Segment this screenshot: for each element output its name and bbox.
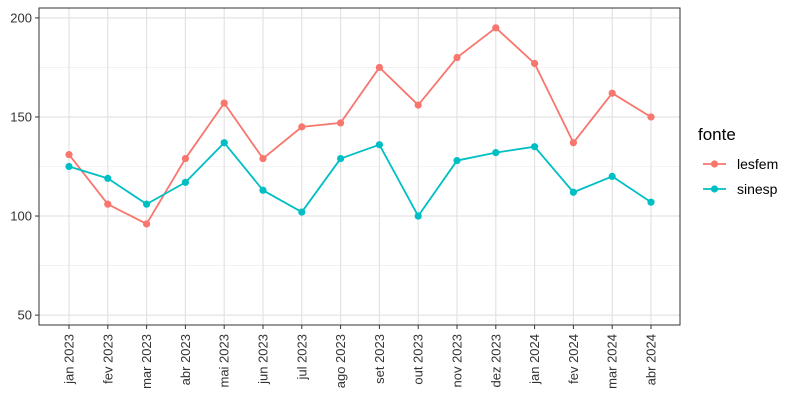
data-point-lesfem (298, 123, 306, 131)
x-tick-label: mar 2024 (605, 334, 620, 389)
x-tick-label: jul 2023 (294, 334, 309, 381)
y-tick-label: 50 (18, 308, 32, 323)
grid-layer (39, 8, 680, 325)
x-tick-label: ago 2023 (333, 334, 348, 388)
legend-key-point (710, 185, 719, 193)
series-line-lesfem (68, 26, 652, 225)
series-layer (65, 24, 655, 228)
data-point-sinesp (647, 198, 655, 206)
data-point-sinesp (143, 200, 151, 208)
x-tick-label: jun 2023 (256, 334, 271, 385)
x-tick-label: abr 2024 (644, 334, 659, 385)
x-tick-label: mar 2023 (139, 334, 154, 389)
data-point-lesfem (220, 99, 228, 107)
data-point-sinesp (298, 208, 306, 216)
x-tick-label: jan 2023 (62, 334, 77, 385)
data-point-sinesp (608, 172, 616, 181)
x-tick-label: fev 2023 (100, 334, 115, 384)
y-tick-label: 100 (10, 209, 32, 224)
data-point-sinesp (414, 212, 422, 220)
data-point-sinesp (220, 139, 228, 147)
y-tick-label: 150 (10, 109, 32, 124)
data-point-lesfem (181, 154, 189, 163)
data-point-sinesp (181, 178, 189, 186)
data-point-sinesp (65, 162, 73, 171)
data-point-lesfem (492, 24, 500, 32)
data-point-lesfem (143, 220, 151, 228)
data-point-lesfem (569, 139, 578, 147)
x-tick-label: nov 2023 (450, 334, 465, 388)
data-point-lesfem (414, 101, 422, 109)
data-point-sinesp (531, 143, 539, 151)
data-point-sinesp (104, 174, 112, 182)
data-point-lesfem (453, 53, 461, 62)
series-line-sinesp (68, 141, 652, 217)
data-point-lesfem (259, 154, 267, 163)
panel-border (38, 7, 681, 326)
legend-label: sinesp (737, 181, 778, 197)
data-point-sinesp (375, 141, 383, 149)
data-point-sinesp (453, 156, 461, 165)
legend: fonte lesfem sinesp (698, 125, 778, 197)
legend-key-point (710, 160, 719, 168)
data-point-sinesp (259, 186, 267, 194)
x-tick-label: jan 2024 (527, 334, 542, 385)
data-point-lesfem (104, 200, 112, 208)
legend-title: fonte (698, 125, 736, 144)
axis-layer: 50 100 150 200 jan 2023 fev 2023 mar 2023 abr 2… (10, 7, 681, 389)
data-point-sinesp (569, 188, 578, 196)
data-point-lesfem (65, 151, 73, 159)
x-tick-label: abr 2023 (178, 334, 193, 385)
x-tick-label: set 2023 (372, 334, 387, 384)
data-point-lesfem (608, 89, 616, 97)
data-point-lesfem (647, 113, 655, 121)
legend-label: lesfem (737, 156, 778, 172)
data-point-sinesp (492, 149, 500, 157)
x-tick-label: dez 2023 (488, 334, 503, 388)
data-point-lesfem (375, 63, 383, 72)
data-point-sinesp (337, 154, 345, 163)
x-tick-label: fev 2024 (566, 334, 581, 384)
y-tick-label: 200 (10, 10, 32, 25)
x-tick-label: out 2023 (411, 334, 426, 385)
x-tick-label: mai 2023 (217, 334, 232, 387)
data-point-lesfem (337, 119, 345, 127)
data-point-lesfem (531, 59, 539, 68)
